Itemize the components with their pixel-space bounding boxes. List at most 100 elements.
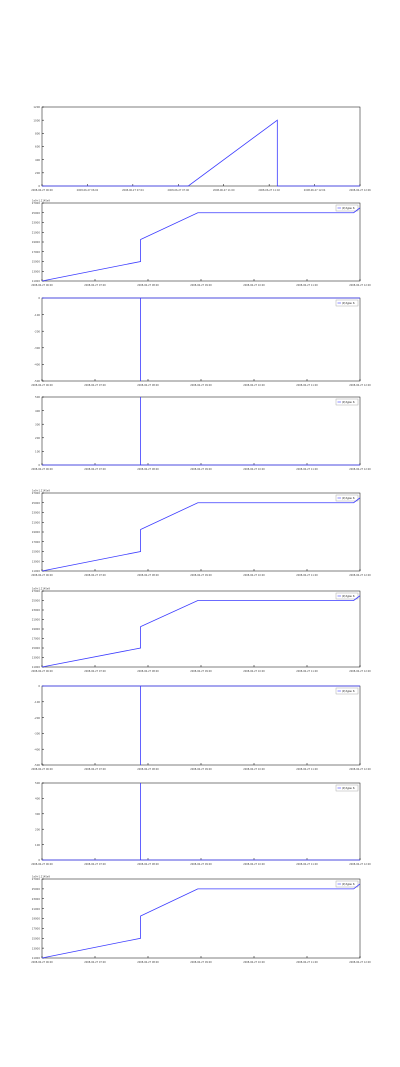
legend-box	[335, 299, 359, 307]
x-tick-label: 2008-06-27 11:00	[296, 863, 318, 866]
x-tick-label: 2008-06-27 12:00	[349, 384, 371, 387]
y-tick-label: 21000	[32, 907, 41, 911]
plot-frame	[41, 202, 361, 282]
x-tick-label: 2008-06-27 07:00	[84, 863, 106, 866]
x-tick-label: 2008-06-27 10:00	[243, 384, 265, 387]
y-tick-label: 15000	[32, 936, 41, 940]
y-tick-label: 13000	[32, 656, 41, 660]
x-tick-label: 2008-06-27 12:06	[349, 189, 371, 192]
y-tick-label: -500	[34, 379, 40, 383]
y-tick-label: 25000	[32, 887, 41, 891]
legend-box	[335, 592, 359, 600]
series-line	[41, 497, 361, 572]
x-tick-label: 2008-06-27 09:00	[190, 468, 212, 471]
y-tick-label: 17000	[32, 927, 41, 931]
y-tick-label: -200	[34, 329, 40, 333]
y-tick-label: 15000	[32, 260, 41, 264]
x-tick-label: 2008-06-27 12:04	[304, 189, 326, 192]
y-tick-label: -500	[34, 763, 40, 767]
x-tick-label: 2008-06-27 12:00	[349, 670, 371, 673]
y-tick-label: 25000	[32, 211, 41, 215]
x-tick-label: 2008-06-27 09:00	[190, 384, 212, 387]
x-tick-label: 2008-06-27 10:00	[243, 284, 265, 287]
series-line	[42, 397, 360, 466]
x-tick-label: 2008-06-27 11:00	[213, 189, 235, 192]
x-tick-label: 2008-06-27 11:00	[296, 768, 318, 771]
legend-box	[335, 784, 359, 792]
x-tick-label: 2008-06-27 06:00	[31, 468, 53, 471]
y-tick-label: -400	[34, 747, 40, 751]
y-tick-label: 0	[38, 296, 40, 300]
y-tick-label: 13000	[32, 946, 41, 950]
y-tick-label: 1000	[33, 118, 40, 122]
plot-frame	[41, 492, 361, 572]
x-tick-label: 2008-06-27 06:00	[31, 863, 53, 866]
y-tick-label: 400	[35, 409, 40, 413]
y-tick-label: 400	[35, 158, 40, 162]
y-tick-label: 27000	[32, 877, 41, 881]
y-tick-label: 25000	[32, 599, 41, 603]
x-tick-label: 2008-06-27 06:00	[31, 189, 53, 192]
x-tick-label: 2008-06-27 12:00	[349, 768, 371, 771]
y-tick-label: 200	[35, 827, 40, 831]
y-tick-label: 300	[35, 812, 40, 816]
y-tick-label: 17000	[32, 540, 41, 544]
y-tick-label: 11000	[32, 956, 41, 960]
x-tick-label: 2008-06-27 06:02	[77, 189, 99, 192]
axis-offset-label: 1e9+1.2145e9	[32, 876, 50, 879]
chart-5: 27000 25000 23000 21000 19000 17000 15000 13000…	[31, 490, 371, 578]
y-tick-label: 400	[35, 797, 40, 801]
legend-label: (0) type: 6	[342, 207, 355, 210]
y-tick-label: 0	[38, 463, 40, 467]
x-tick-label: 2008-06-27 08:00	[137, 284, 159, 287]
axis-offset-label: 1e9+1.2145e9	[32, 588, 50, 591]
axis-offset-label: 1e9+1.2145e9	[32, 490, 50, 493]
y-tick-label: 23000	[32, 897, 41, 901]
y-tick-label: 27000	[32, 589, 41, 593]
x-tick-label: 2008-06-27 11:00	[296, 961, 318, 964]
x-tick-label: 2008-06-27 10:00	[243, 468, 265, 471]
y-tick-label: 25000	[32, 501, 41, 505]
legend-label: (0) type: 6	[342, 302, 355, 305]
x-tick-label: 2008-06-27 07:00	[84, 284, 106, 287]
y-tick-label: 19000	[32, 530, 41, 534]
x-tick-label: 2008-06-27 06:00	[31, 670, 53, 673]
x-tick-label: 2008-06-27 10:00	[243, 961, 265, 964]
y-tick-label: 800	[35, 132, 40, 136]
x-tick-label: 2008-06-27 08:00	[137, 961, 159, 964]
plot-frame	[41, 590, 361, 668]
x-tick-label: 2008-06-27 11:00	[296, 574, 318, 577]
x-tick-label: 2008-06-27 08:00	[137, 384, 159, 387]
x-tick-label: 2008-06-27 09:00	[190, 574, 212, 577]
x-tick-label: 2008-06-27 12:00	[349, 574, 371, 577]
y-tick-label: 19000	[32, 627, 41, 631]
y-tick-label: 19000	[32, 917, 41, 921]
y-tick-label: -300	[34, 732, 40, 736]
y-tick-label: 27000	[32, 201, 41, 205]
x-tick-label: 2008-06-27 10:00	[243, 574, 265, 577]
plot-frame	[41, 106, 361, 187]
x-tick-label: 2008-06-27 06:00	[31, 384, 53, 387]
x-tick-label: 2008-06-27 07:00	[84, 384, 106, 387]
x-tick-label: 2008-06-27 08:00	[137, 863, 159, 866]
series-line	[41, 883, 361, 959]
legend-box	[335, 494, 359, 502]
x-tick-label: 2008-06-27 12:00	[349, 961, 371, 964]
legend-box	[335, 398, 359, 406]
x-tick-label: 2008-06-27 11:02	[258, 189, 280, 192]
legend-label: (0) type: 6	[342, 787, 355, 790]
x-tick-label: 2008-06-27 08:00	[137, 468, 159, 471]
y-tick-label: 13000	[32, 269, 41, 273]
x-tick-label: 2008-06-27 12:00	[349, 863, 371, 866]
axis-offset-label: 1e9+1.2145e9	[32, 200, 50, 203]
x-tick-label: 2008-06-27 12:00	[349, 284, 371, 287]
x-tick-label: 2008-06-27 08:00	[137, 670, 159, 673]
x-tick-label: 2008-06-27 07:00	[84, 961, 106, 964]
legend-box	[335, 687, 359, 695]
x-tick-label: 2008-06-27 10:00	[243, 670, 265, 673]
x-tick-label: 2008-06-27 08:00	[137, 574, 159, 577]
y-tick-label: 300	[35, 422, 40, 426]
